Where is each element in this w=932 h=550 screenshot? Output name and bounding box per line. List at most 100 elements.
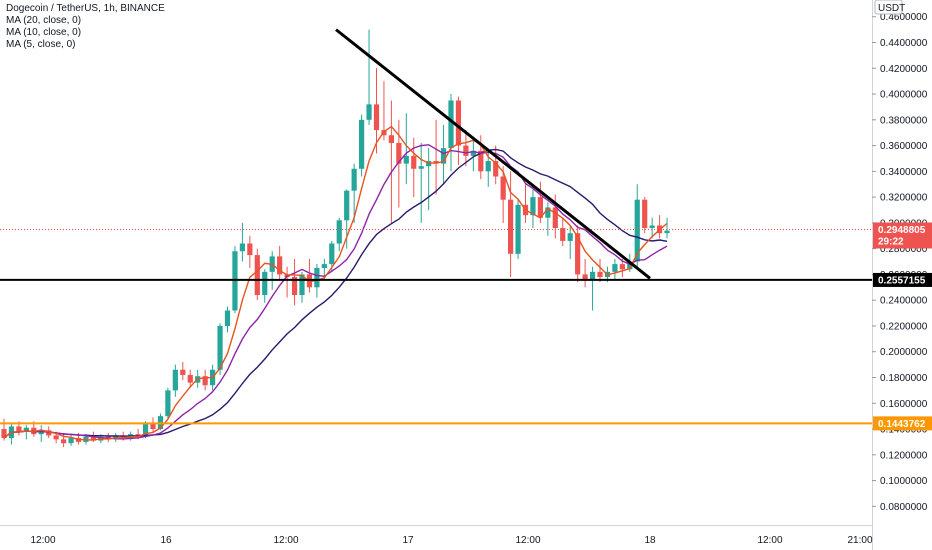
indicator-ma5: MA (5, close, 0) [6, 39, 76, 50]
y-tick-label: 0.3400000 [880, 167, 928, 178]
candle-body [187, 374, 193, 383]
candle-body [463, 145, 469, 156]
candle-body [664, 230, 670, 234]
x-tick-label: 12:00 [273, 535, 298, 546]
x-tick-label: 21:00 [847, 535, 872, 546]
candle-body [217, 325, 223, 370]
chart-legend: Dogecoin / TetherUS, 1h, BINANCE MA (20,… [6, 3, 165, 51]
candle-body [582, 274, 588, 280]
candle-body [396, 143, 402, 164]
candle-body [68, 438, 74, 444]
candle-body [46, 430, 52, 436]
candle-body [314, 267, 320, 288]
candle-body [224, 310, 231, 326]
candle-body [433, 161, 439, 164]
candle-body [560, 228, 566, 241]
plot-area [0, 0, 872, 525]
candle-body [329, 243, 335, 265]
candle-body [470, 150, 476, 156]
y-tick-label: 0.2800000 [880, 244, 928, 255]
x-tick-label: 18 [644, 535, 656, 546]
candle-body [351, 168, 357, 191]
x-tick-label: 12:00 [515, 535, 540, 546]
candle-body [619, 264, 625, 270]
chart-title: Dogecoin / TetherUS, 1h, BINANCE [6, 3, 165, 14]
candle-body [23, 427, 29, 432]
y-tick-label: 0.2200000 [880, 321, 928, 332]
support-price-badge [873, 272, 932, 287]
y-tick-label: 0.2000000 [880, 347, 928, 358]
descending-trendline [335, 28, 651, 280]
countdown-label: 29:22 [878, 236, 904, 247]
candle-body [589, 271, 596, 280]
candle-body [373, 104, 380, 131]
y-tick-label: 0.1200000 [880, 450, 928, 461]
candle-body [299, 274, 305, 296]
candle-body [612, 264, 618, 272]
candle-body [202, 376, 208, 386]
candle-body [552, 207, 558, 229]
candle-body [575, 233, 581, 275]
candle-body [247, 243, 253, 256]
y-tick-label: 0.1800000 [880, 373, 928, 384]
candle-body [180, 369, 186, 375]
candle-body [321, 264, 327, 268]
x-tick-label: 12:00 [30, 535, 55, 546]
support-price-label: 0.2557155 [878, 275, 926, 286]
candle-body [537, 197, 543, 218]
ma5-line [3, 125, 668, 441]
candle-body [336, 220, 342, 244]
candle-body [291, 276, 298, 296]
y-tick-label: 0.0800000 [880, 502, 928, 513]
candle-body [38, 430, 44, 435]
candle-body [642, 199, 648, 229]
candle-body [150, 423, 156, 430]
x-tick-label: 16 [160, 535, 172, 546]
candle-body [16, 426, 22, 432]
candle-body [61, 439, 67, 444]
candle-body [359, 119, 365, 169]
candle-body [277, 256, 283, 275]
y-tick-label: 0.4400000 [880, 38, 928, 49]
candle-body [172, 369, 178, 391]
y-tick-label: 0.4200000 [880, 64, 928, 75]
y-tick-label: 0.3600000 [880, 141, 928, 152]
candle-body [90, 436, 96, 441]
candle-body [455, 100, 462, 146]
candle-body [254, 255, 260, 296]
candle-body [1, 429, 7, 439]
candle-body [634, 199, 640, 262]
candle-body [344, 190, 350, 221]
orange-price-label: 0.1443762 [878, 419, 926, 430]
candle-body [545, 207, 551, 218]
ma20-line [3, 148, 668, 439]
candle-body [165, 390, 171, 417]
candle-body [53, 435, 59, 440]
currency-label: USDT [878, 3, 905, 14]
candle-body [388, 135, 394, 144]
x-tick-label: 12:00 [757, 535, 782, 546]
orange-price-badge [873, 416, 932, 431]
candle-body [478, 150, 484, 172]
y-tick-label: 0.1000000 [880, 476, 928, 487]
x-tick-label: 17 [402, 535, 414, 546]
y-tick-label: 0.4000000 [880, 90, 928, 101]
candle-body [508, 199, 514, 254]
y-tick-label: 0.3200000 [880, 193, 928, 204]
candle-body [627, 261, 633, 270]
y-tick-label: 0.4600000 [880, 12, 928, 23]
candle-body [567, 233, 573, 241]
current-price-badge [873, 222, 932, 249]
candle-body [366, 104, 372, 120]
candle-body [411, 155, 417, 169]
indicator-ma10: MA (10, close, 0) [6, 27, 82, 38]
y-tick-label: 0.3800000 [880, 115, 928, 126]
current-price-label: 0.2948805 [878, 225, 926, 236]
y-tick-label: 0.2400000 [880, 296, 928, 307]
candle-body [485, 161, 491, 172]
candle-body [597, 271, 603, 277]
candle-body [403, 155, 409, 164]
candle-body [515, 204, 521, 254]
candle-body [262, 271, 268, 296]
